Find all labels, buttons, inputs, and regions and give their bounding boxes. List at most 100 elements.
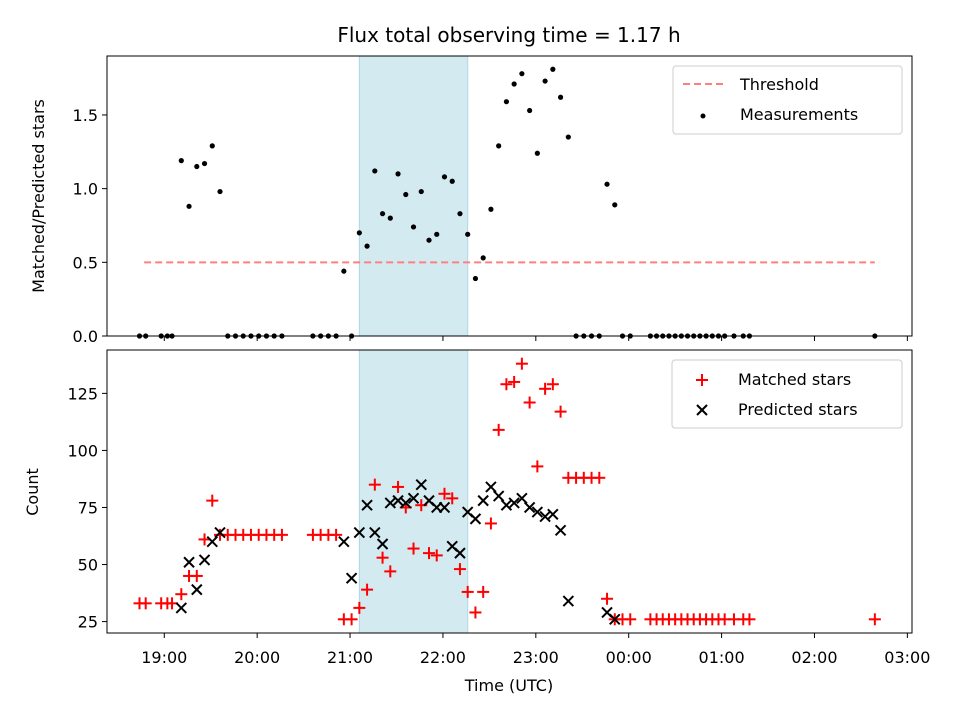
predicted-stars-point [214,526,226,539]
predicted-stars-point [400,497,412,509]
measurement-point [503,99,510,105]
matched-stars-point [508,375,521,388]
measurement-point [387,215,393,221]
matched-stars-point [601,592,614,605]
predicted-stars-point [454,547,466,559]
matched-stars-point [593,471,606,484]
measurement-point [341,268,347,274]
top-y-tick-label: 0.5 [73,253,98,272]
measurement-point [209,143,215,149]
predicted-stars-point [369,526,381,539]
matched-stars-point [353,601,366,614]
top-y-tick-label: 1.0 [73,180,98,199]
predicted-stars-point [516,492,528,505]
bot-y-tick-label: 75 [78,498,98,517]
predicted-stars-point [500,499,513,511]
bottom-x-axis-label: Time (UTC) [464,676,553,695]
predicted-stars-point [191,583,203,596]
measurement-point [604,181,610,187]
legend-measurements-label: Measurements [740,105,858,124]
predicted-stars-point [198,554,211,566]
bot-y-tick-label: 25 [78,613,98,632]
predicted-stars-point [492,490,505,502]
predicted-stars-point [361,499,373,511]
top-y-axis: 0.0 0.5 1.0 1.5 [73,106,107,346]
predicted-stars-point [175,602,188,614]
measurement-point [472,275,479,282]
top-x-axis [163,336,908,341]
matched-stars-point [206,494,219,507]
predicted-stars-point [523,501,536,514]
measurement-point [465,231,471,237]
measurement-point [457,211,463,217]
matched-stars-point [743,613,756,626]
matched-stars-point [384,565,397,578]
matched-stars-point [523,396,536,409]
predicted-stars-point [469,513,482,525]
bottom-legend: Matched stars Predicted stars [671,359,903,429]
bottom-axes-frame [106,349,913,634]
matched-stars-point [500,378,513,391]
measurement-point [527,107,533,114]
measurement-point [550,66,556,72]
top-plot-area [136,66,878,339]
measurement-point [194,163,200,170]
bot-x-tick-label: 00:00 [606,648,652,667]
bot-x-tick-label: 01:00 [699,648,745,667]
matched-stars-point [531,460,544,473]
predicted-stars-point [609,613,621,626]
predicted-stars-point [554,524,567,537]
top-legend: Threshold Measurements [672,65,903,135]
matched-stars-point [477,585,490,598]
predicted-stars-point [485,481,497,493]
matched-stars-point [275,528,288,541]
top-y-tick-label: 0.0 [73,327,98,346]
measurement-point [379,211,386,217]
measurement-point [488,206,494,212]
legend-predicted-label: Predicted stars [738,400,858,419]
matched-stars-point [546,378,559,391]
top-y-axis-label: Matched/Predicted stars [29,99,48,293]
bottom-shaded-region [358,349,469,634]
matched-stars-point [554,405,567,418]
chart-title: Flux total observing time = 1.17 h [337,23,680,47]
bot-x-tick-label: 19:00 [141,648,187,667]
bottom-panel: 25 50 75 100 125 19:00 20:00 21:00 22:00 23:00 00… [23,349,930,695]
predicted-stars-point [384,497,397,509]
measurement-point [178,158,184,164]
measurement-point [449,178,455,184]
bot-x-tick-label: 20:00 [234,648,280,667]
measurement-point [217,188,223,195]
bottom-legend-box [671,359,903,429]
bot-y-tick-label: 50 [78,556,98,575]
bot-x-tick-label: 22:00 [420,648,466,667]
measurement-point [372,168,378,174]
legend-measurements-swatch [700,113,706,119]
matched-stars-point [868,613,881,626]
measurement-point [364,243,370,249]
matched-stars-point [461,585,474,598]
measurement-point [356,230,362,236]
matched-stars-point [330,528,343,541]
measurement-point [403,191,409,198]
matched-stars-point [539,382,552,395]
bot-y-tick-label: 100 [67,441,98,460]
predicted-stars-point [477,494,489,507]
matched-stars-point [407,542,420,555]
matched-stars-point [368,478,381,491]
predicted-stars-point [531,506,544,518]
measurement-point [186,203,192,209]
predicted-stars-point [206,536,218,548]
bot-y-tick-label: 125 [67,384,98,403]
matched-stars-point [198,533,211,546]
matched-stars-point [190,569,203,582]
bot-shaded-rect [358,349,469,634]
matched-stars-point [453,563,466,576]
top-shaded-rect [358,55,469,337]
matched-stars-point [515,357,528,370]
matched-stars-point [423,547,435,560]
matched-stars-point [139,597,152,610]
predicted-stars-point [508,497,520,509]
matched-stars-point [361,583,374,596]
